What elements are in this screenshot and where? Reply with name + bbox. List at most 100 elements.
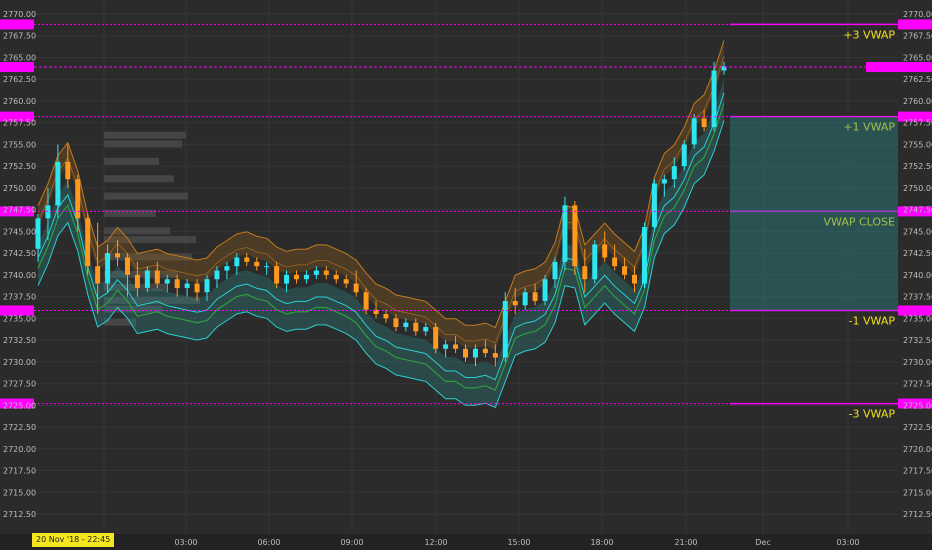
time-tick-label: 06:00 — [257, 538, 280, 547]
price-tick-label-right: 2730.00 — [903, 358, 932, 367]
grid — [34, 0, 898, 534]
volume-profile-bar — [104, 227, 170, 235]
candle-body — [224, 266, 230, 271]
candle-body — [323, 270, 329, 275]
candle-body — [403, 322, 409, 328]
price-axis-left[interactable]: 2770.00 2767.50 2765.00 2762.50 2760.00 2757.… — [3, 10, 36, 519]
price-tick-label-left: 2762.50 — [3, 75, 36, 84]
price-tick-label-right: 2755.00 — [903, 140, 932, 149]
candle-body — [184, 283, 190, 288]
candle-body — [174, 279, 180, 288]
price-tick-label-left: 2742.50 — [3, 249, 36, 258]
candle-body — [632, 274, 638, 284]
candle-body — [661, 179, 667, 184]
candle-body — [532, 292, 538, 301]
candle-body — [95, 266, 101, 284]
candle-body — [512, 300, 518, 306]
price-tick-label-right: 2712.50 — [903, 510, 932, 519]
price-tick-label-right: 2745.00 — [903, 227, 932, 236]
price-tick-label-left: 2712.50 — [3, 510, 36, 519]
candle-body — [612, 257, 618, 267]
price-tick-label-left: 2747.50 — [3, 206, 36, 215]
level-price-tag-right — [898, 305, 932, 316]
level-price-tag-left — [0, 111, 34, 122]
candle-body — [691, 118, 697, 145]
price-tick-label-right: 2717.50 — [903, 467, 932, 476]
volume-profile-bar — [104, 192, 188, 200]
price-tick-label-right: 2742.50 — [903, 249, 932, 258]
candle-body — [492, 353, 498, 358]
candle-body — [413, 322, 419, 332]
candle-body — [333, 274, 339, 280]
candle-body — [274, 266, 280, 284]
time-tick-label: 18:00 — [590, 538, 613, 547]
level-label: -3 VWAP — [849, 408, 896, 421]
lower-band-line — [37, 92, 725, 381]
level-label: VWAP CLOSE — [824, 215, 896, 228]
candle-body — [453, 344, 459, 349]
candle-body — [214, 270, 220, 280]
candle-body — [502, 300, 508, 358]
level-price-tag-left — [0, 398, 34, 409]
price-tick-label-right: 2762.50 — [903, 75, 932, 84]
candle-body — [234, 257, 240, 267]
volume-profile-bar — [104, 210, 156, 217]
volume-profile-bar — [104, 270, 178, 278]
candle-body — [522, 292, 528, 306]
candle-body — [293, 274, 299, 280]
price-tick-label-left: 2757.50 — [3, 119, 36, 128]
price-tick-label-right: 2715.00 — [903, 488, 932, 497]
current-price-tag-right — [866, 62, 932, 73]
candle-body — [144, 270, 150, 288]
upper-band-line — [37, 40, 725, 329]
level-label: +1 VWAP — [843, 121, 895, 134]
price-axis-right[interactable]: 2770.00 2767.50 2765.00 2762.50 2760.00 2757.… — [903, 10, 932, 519]
level-price-tag-left — [0, 305, 34, 316]
vwap-levels: +3 VWAP +1 VWAP VWAP CLOSE -1 VWAP -3 VWAP — [0, 19, 932, 421]
time-tick-label: 09:00 — [340, 538, 363, 547]
volume-profile-bar — [104, 253, 192, 261]
candle-body — [55, 161, 61, 206]
price-tick-label-left: 2720.00 — [3, 445, 36, 454]
candle-body — [373, 309, 379, 314]
candle-body — [284, 274, 290, 284]
candle-body — [35, 218, 41, 249]
candle-body — [353, 283, 359, 293]
candle-body — [423, 327, 429, 332]
price-tick-label-left: 2715.00 — [3, 488, 36, 497]
vwap-bands — [37, 40, 725, 409]
candle-body — [651, 183, 657, 228]
candle-body — [463, 348, 469, 358]
candle-body — [85, 218, 91, 267]
price-tick-label-right: 2732.50 — [903, 336, 932, 345]
price-tick-label-right: 2770.00 — [903, 10, 932, 19]
candle-body — [552, 261, 558, 280]
candle-body — [313, 270, 319, 275]
candle-body — [542, 279, 548, 301]
candles — [35, 61, 727, 367]
time-axis-bar — [0, 534, 932, 550]
candle-body — [641, 227, 647, 284]
vwap-projection-box — [730, 116, 898, 311]
volume-profile-bar — [104, 157, 159, 165]
price-tick-label-left: 2727.50 — [3, 380, 36, 389]
volume-profile-bar — [104, 296, 200, 304]
vwap-line — [37, 102, 725, 391]
price-tick-label-left: 2770.00 — [3, 10, 36, 19]
level-price-tag-left — [0, 206, 34, 217]
price-tick-label-right: 2757.50 — [903, 119, 932, 128]
candle-body — [154, 270, 160, 284]
price-tick-label-left: 2722.50 — [3, 423, 36, 432]
price-tick-label-left: 2717.50 — [3, 467, 36, 476]
time-tick-label: 03:00 — [174, 538, 197, 547]
price-tick-label-left: 2732.50 — [3, 336, 36, 345]
candle-body — [592, 244, 598, 280]
time-tick-label: 15:00 — [507, 538, 530, 547]
candle-body — [194, 283, 200, 293]
candle-body — [443, 344, 449, 349]
price-tick-label-left: 2750.00 — [3, 184, 36, 193]
price-tick-label-right: 2735.00 — [903, 314, 932, 323]
price-tick-label-right: 2725.00 — [903, 401, 932, 410]
price-tick-label-left: 2765.00 — [3, 53, 36, 62]
